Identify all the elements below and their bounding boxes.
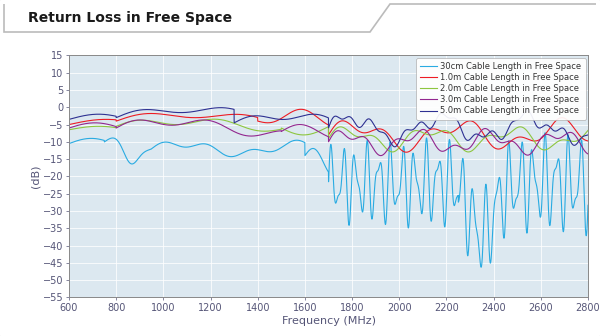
3.0m Cable Length in Free Space [377, 154, 385, 158]
5.0m Cable Length in Free Space [65, 117, 73, 121]
1.0m Cable Length in Free Space [65, 123, 73, 127]
5.0m Cable Length in Free Space [173, 111, 181, 115]
30cm Cable Length in Free Space [76, 138, 83, 142]
1.0m Cable Length in Free Space [241, 113, 248, 117]
2.0m Cable Length in Free Space [190, 120, 197, 124]
Line: 3.0m Cable Length in Free Space: 3.0m Cable Length in Free Space [69, 120, 588, 156]
2.0m Cable Length in Free Space [173, 123, 181, 127]
1.0m Cable Length in Free Space [173, 114, 181, 118]
2.0m Cable Length in Free Space [76, 126, 83, 130]
X-axis label: Frequency (MHz): Frequency (MHz) [281, 316, 376, 326]
Y-axis label: (dB): (dB) [30, 165, 40, 188]
1.0m Cable Length in Free Space [76, 120, 83, 124]
3.0m Cable Length in Free Space [76, 123, 83, 127]
Legend: 30cm Cable Length in Free Space, 1.0m Cable Length in Free Space, 2.0m Cable Len: 30cm Cable Length in Free Space, 1.0m Ca… [416, 58, 586, 120]
1.0m Cable Length in Free Space [584, 139, 592, 143]
5.0m Cable Length in Free Space [391, 145, 398, 149]
30cm Cable Length in Free Space [584, 203, 592, 207]
30cm Cable Length in Free Space [85, 136, 92, 140]
5.0m Cable Length in Free Space [584, 133, 592, 137]
5.0m Cable Length in Free Space [190, 110, 197, 114]
3.0m Cable Length in Free Space [136, 118, 143, 122]
3.0m Cable Length in Free Space [190, 119, 197, 123]
5.0m Cable Length in Free Space [85, 113, 92, 117]
Line: 1.0m Cable Length in Free Space: 1.0m Cable Length in Free Space [69, 109, 588, 152]
1.0m Cable Length in Free Space [403, 150, 410, 154]
2.0m Cable Length in Free Space [85, 125, 92, 129]
5.0m Cable Length in Free Space [241, 116, 248, 120]
1.0m Cable Length in Free Space [257, 120, 264, 124]
5.0m Cable Length in Free Space [257, 114, 265, 118]
3.0m Cable Length in Free Space [65, 126, 73, 130]
30cm Cable Length in Free Space [542, 131, 549, 135]
2.0m Cable Length in Free Space [65, 128, 73, 132]
1.0m Cable Length in Free Space [298, 107, 305, 111]
30cm Cable Length in Free Space [478, 265, 485, 269]
30cm Cable Length in Free Space [190, 144, 197, 148]
30cm Cable Length in Free Space [65, 141, 73, 145]
Line: 30cm Cable Length in Free Space: 30cm Cable Length in Free Space [69, 133, 588, 267]
3.0m Cable Length in Free Space [241, 133, 248, 137]
3.0m Cable Length in Free Space [584, 152, 592, 156]
5.0m Cable Length in Free Space [76, 115, 83, 119]
3.0m Cable Length in Free Space [257, 133, 265, 137]
2.0m Cable Length in Free Space [257, 129, 265, 133]
2.0m Cable Length in Free Space [211, 117, 218, 121]
Line: 2.0m Cable Length in Free Space: 2.0m Cable Length in Free Space [69, 119, 588, 152]
5.0m Cable Length in Free Space [217, 106, 224, 110]
30cm Cable Length in Free Space [257, 148, 264, 152]
Text: Return Loss in Free Space: Return Loss in Free Space [28, 11, 232, 25]
3.0m Cable Length in Free Space [173, 123, 181, 127]
2.0m Cable Length in Free Space [584, 128, 592, 132]
1.0m Cable Length in Free Space [85, 119, 92, 123]
30cm Cable Length in Free Space [173, 143, 181, 147]
30cm Cable Length in Free Space [241, 150, 248, 154]
2.0m Cable Length in Free Space [241, 125, 248, 129]
Line: 5.0m Cable Length in Free Space: 5.0m Cable Length in Free Space [69, 108, 588, 147]
3.0m Cable Length in Free Space [85, 121, 92, 125]
1.0m Cable Length in Free Space [190, 116, 197, 120]
2.0m Cable Length in Free Space [389, 150, 396, 154]
